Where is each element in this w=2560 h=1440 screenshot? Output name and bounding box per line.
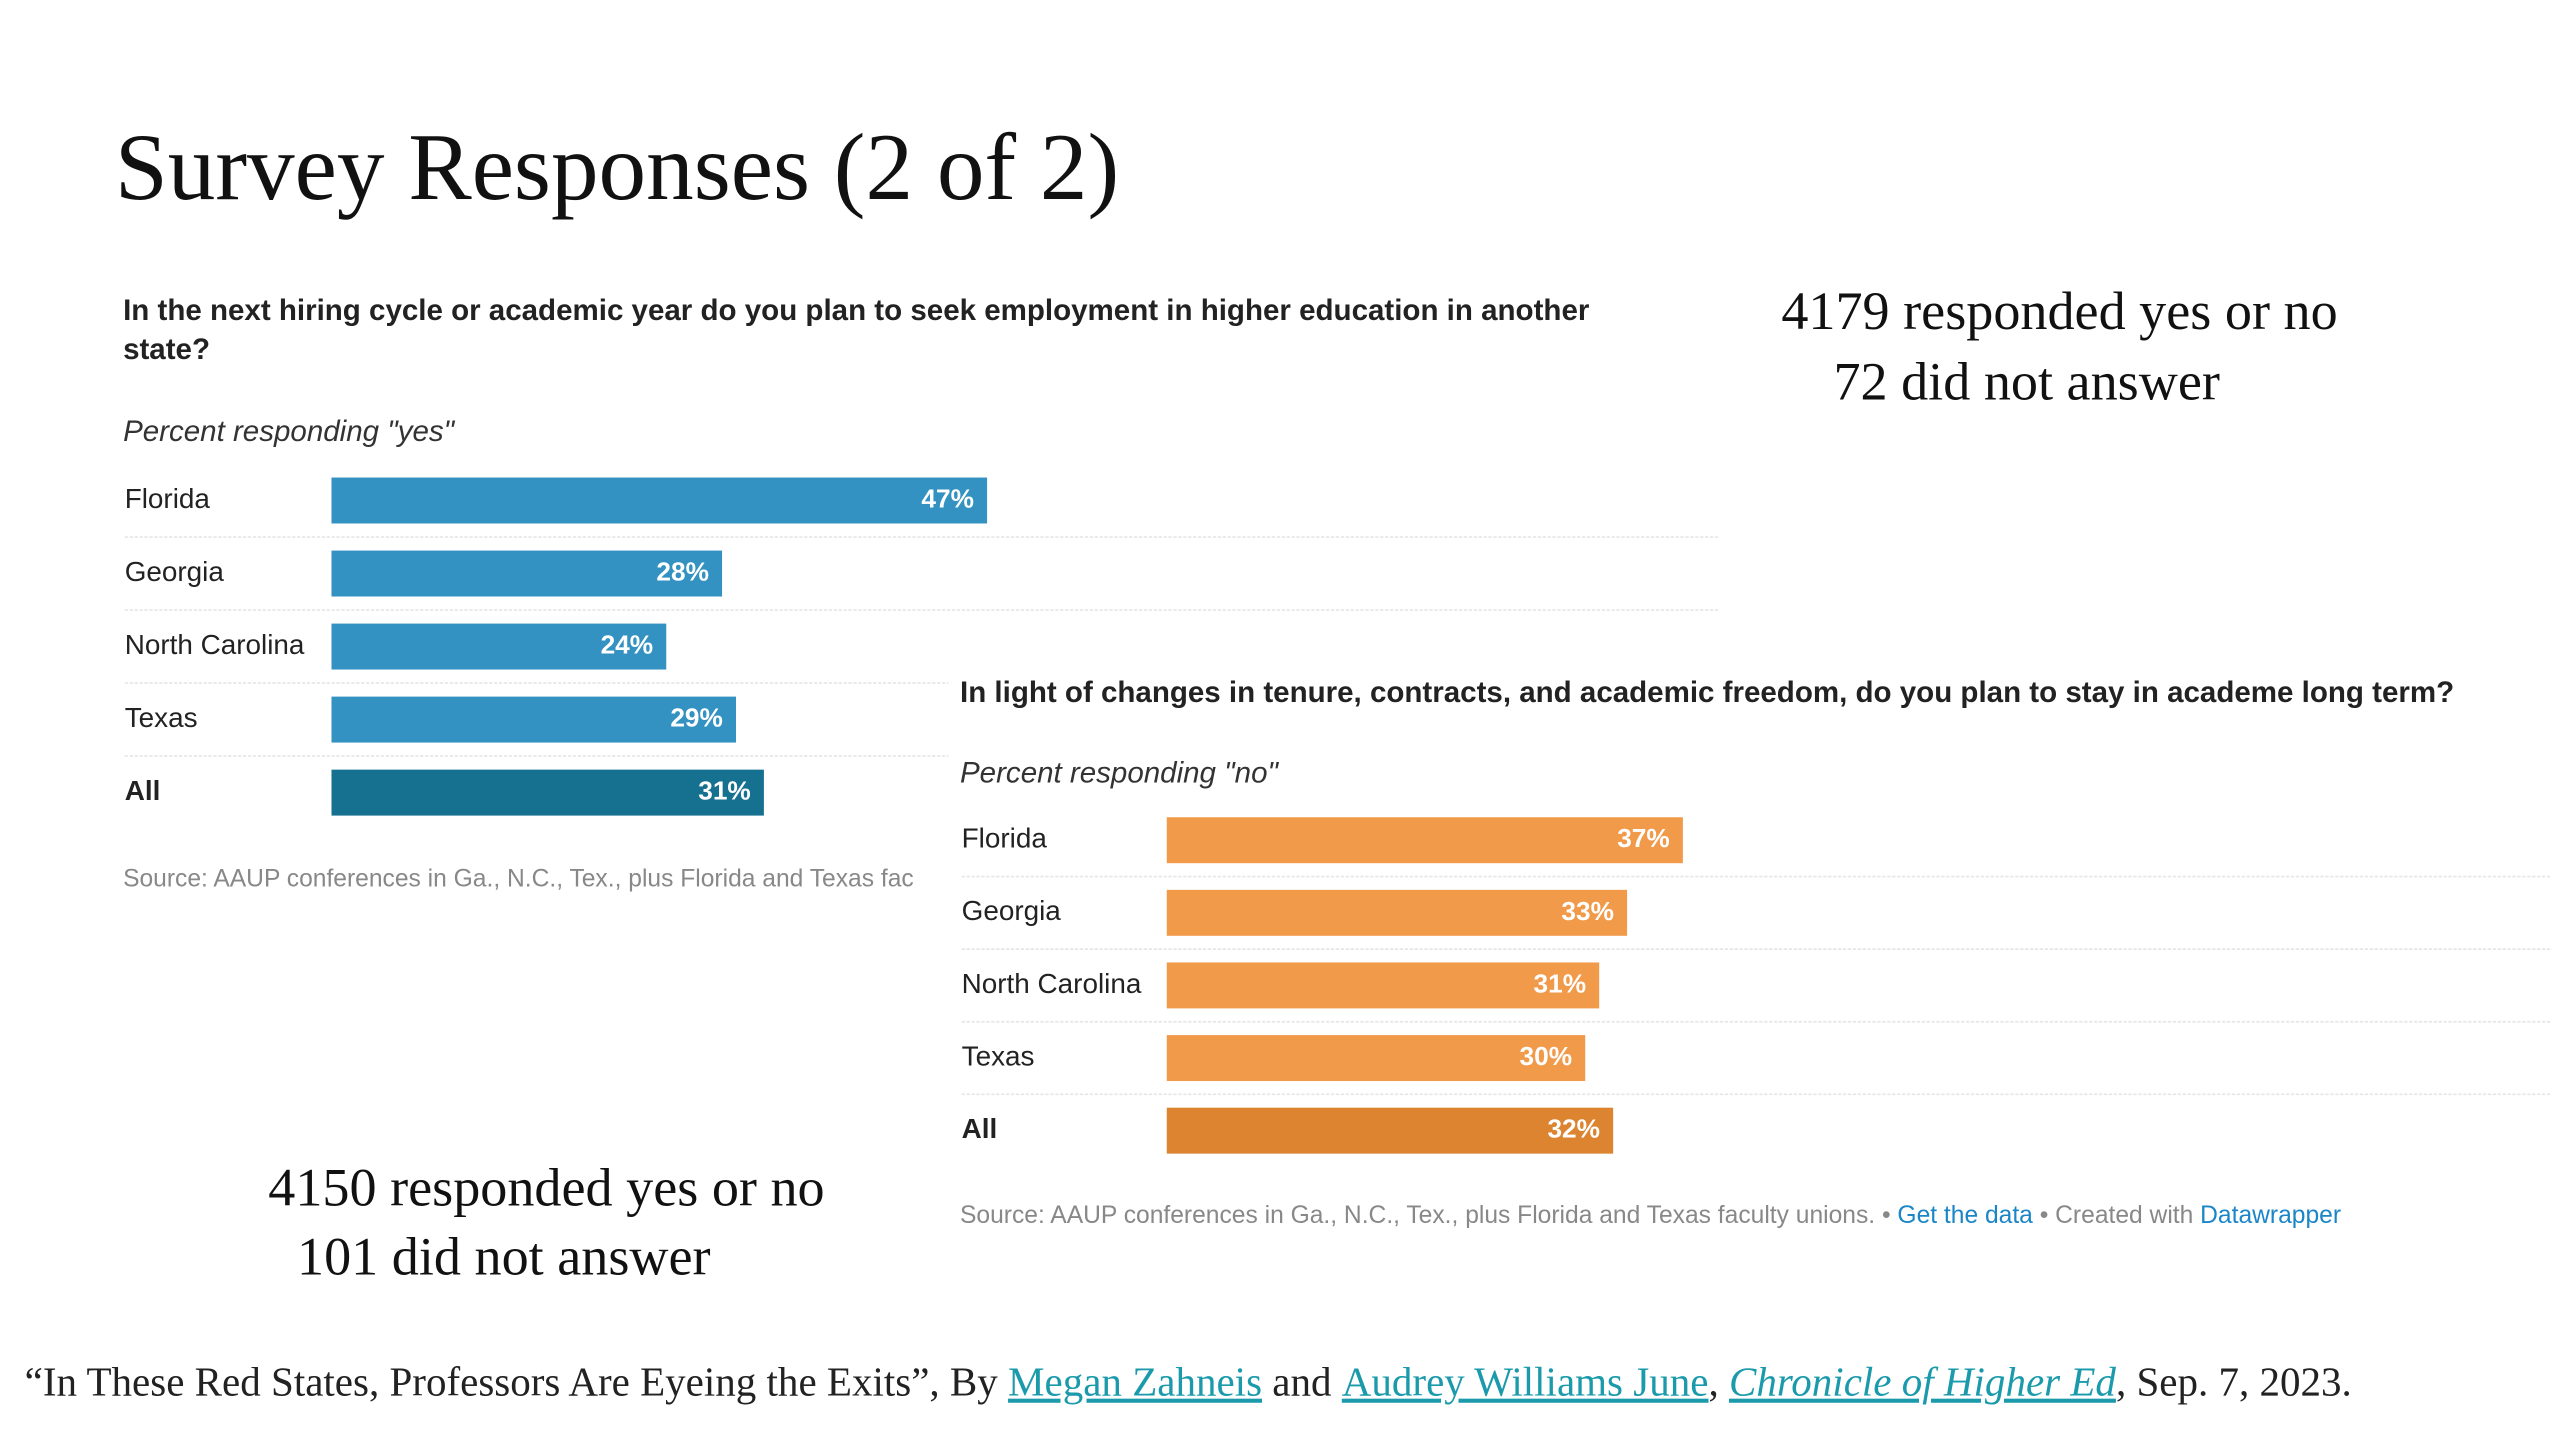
chart-source: Source: AAUP conferences in Ga., N.C., T… [123, 865, 914, 892]
annotation: 72 did not answer [1833, 352, 2219, 412]
value-label: 31% [698, 776, 751, 806]
citation: “In These Red States, Professors Are Eye… [25, 1359, 2352, 1405]
bar [331, 550, 723, 597]
chart-source: Source: AAUP conferences in Ga., N.C., T… [960, 1202, 2341, 1229]
category-label: Florida [962, 823, 1048, 854]
category-label: Texas [962, 1040, 1035, 1071]
source-text: • Created with [2033, 1202, 2200, 1229]
category-label: Texas [125, 702, 198, 733]
value-label: 24% [601, 630, 654, 660]
value-label: 33% [1561, 896, 1614, 926]
bar [331, 477, 988, 524]
annotation: 101 did not answer [297, 1226, 711, 1286]
citation-link[interactable]: Audrey Williams June [1342, 1359, 1709, 1405]
category-label: North Carolina [962, 968, 1142, 999]
category-label: Florida [125, 483, 211, 514]
value-label: 28% [656, 556, 709, 586]
source-text: • [1882, 1202, 1897, 1229]
value-label: 29% [670, 703, 723, 733]
category-label: All [125, 775, 161, 806]
source-link[interactable]: Get the data [1897, 1202, 2033, 1229]
chart-subtitle: Percent responding "no" [960, 756, 1279, 789]
chart-title: In light of changes in tenure, contracts… [960, 676, 2454, 709]
citation-link[interactable]: Chronicle of Higher Ed [1729, 1359, 2116, 1405]
slide-title: Survey Responses (2 of 2) [115, 114, 1119, 220]
chart-background [948, 662, 2560, 1254]
charts: In the next hiring cycle or academic yea… [123, 294, 2560, 1254]
bar [1166, 1107, 1614, 1154]
source-link[interactable]: Datawrapper [2200, 1202, 2341, 1229]
category-label: All [962, 1113, 998, 1144]
bar [331, 769, 764, 816]
category-label: Georgia [962, 895, 1062, 926]
value-label: 31% [1534, 968, 1587, 998]
bar [1166, 1035, 1586, 1082]
citation-text: , [1708, 1359, 1729, 1405]
source-text: Source: AAUP conferences in Ga., N.C., T… [960, 1202, 1882, 1229]
chart: In light of changes in tenure, contracts… [948, 662, 2560, 1254]
value-label: 30% [1520, 1041, 1573, 1071]
annotation: 4179 responded yes or no [1781, 281, 2337, 341]
title-line: state? [123, 333, 210, 366]
value-label: 37% [1617, 823, 1670, 853]
category-label: North Carolina [125, 629, 305, 660]
bar [1166, 889, 1628, 936]
citation-text: and [1262, 1359, 1342, 1405]
chart-title: In the next hiring cycle or academic yea… [123, 294, 1590, 366]
value-label: 47% [921, 483, 974, 513]
citation-link[interactable]: Megan Zahneis [1008, 1359, 1262, 1405]
citation-text: “In These Red States, Professors Are Eye… [25, 1359, 1008, 1405]
annotation: 4150 responded yes or no [268, 1157, 824, 1217]
bar [1166, 962, 1600, 1009]
chart: In the next hiring cycle or academic yea… [123, 294, 1719, 892]
source-text: Source: AAUP conferences in Ga., N.C., T… [123, 865, 914, 892]
bar [1166, 817, 1683, 864]
bar [331, 623, 667, 670]
value-label: 32% [1547, 1114, 1600, 1144]
bar [331, 696, 736, 743]
chart-subtitle: Percent responding "yes" [123, 415, 456, 448]
category-label: Georgia [125, 556, 225, 587]
citation-text: , Sep. 7, 2023. [2116, 1359, 2352, 1405]
title-line: In the next hiring cycle or academic yea… [123, 294, 1590, 327]
